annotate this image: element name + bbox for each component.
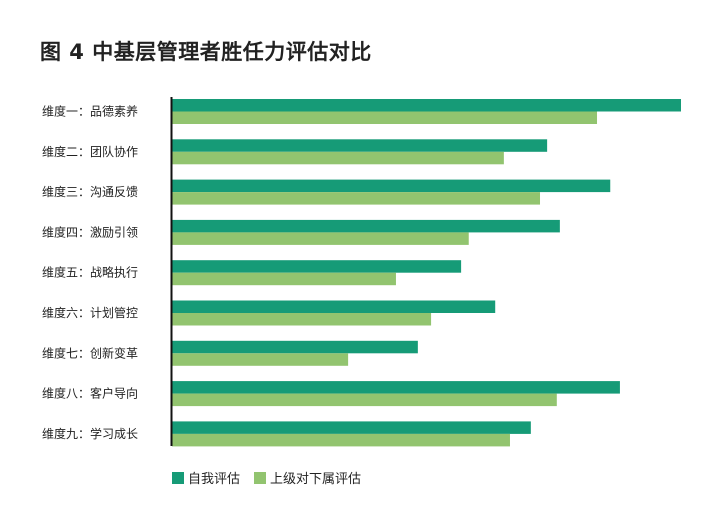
category-label: 维度八：客户导向 (42, 386, 138, 401)
bar-supervisor-6 (172, 313, 432, 326)
category-label: 维度九：学习成长 (42, 426, 138, 441)
bar-supervisor-3 (172, 192, 541, 205)
bar-self-8 (172, 381, 620, 394)
bar-supervisor-2 (172, 151, 504, 165)
chart-title: 图 4 中基层管理者胜任力评估对比 (40, 40, 372, 64)
category-label: 维度二：团队协作 (42, 144, 138, 159)
bar-self-1 (172, 99, 681, 112)
category-label: 维度六：计划管控 (42, 305, 138, 320)
category-label: 维度七：创新变革 (42, 345, 138, 360)
bar-self-9 (172, 421, 531, 434)
legend-label: 自我评估 (188, 472, 240, 487)
bar-self-5 (172, 260, 462, 273)
bar-supervisor-1 (172, 111, 598, 124)
legend-label: 上级对下属评估 (270, 472, 361, 487)
legend-swatch-2 (254, 472, 266, 484)
bar-self-2 (172, 139, 548, 152)
bar-supervisor-9 (172, 433, 510, 447)
category-label: 维度三：沟通反馈 (42, 184, 138, 199)
bar-self-3 (172, 179, 611, 193)
category-label: 维度四：激励引领 (42, 224, 138, 239)
bar-supervisor-7 (172, 353, 349, 366)
bar-self-4 (172, 219, 560, 233)
category-label: 维度五：战略执行 (42, 265, 138, 280)
bar-supervisor-4 (172, 232, 469, 245)
legend-swatch-1 (172, 472, 184, 484)
bar-supervisor-8 (172, 393, 557, 407)
bar-self-6 (172, 300, 496, 313)
bar-self-7 (172, 340, 418, 354)
category-label: 维度一：品德素养 (42, 104, 138, 119)
bar-supervisor-5 (172, 272, 396, 286)
